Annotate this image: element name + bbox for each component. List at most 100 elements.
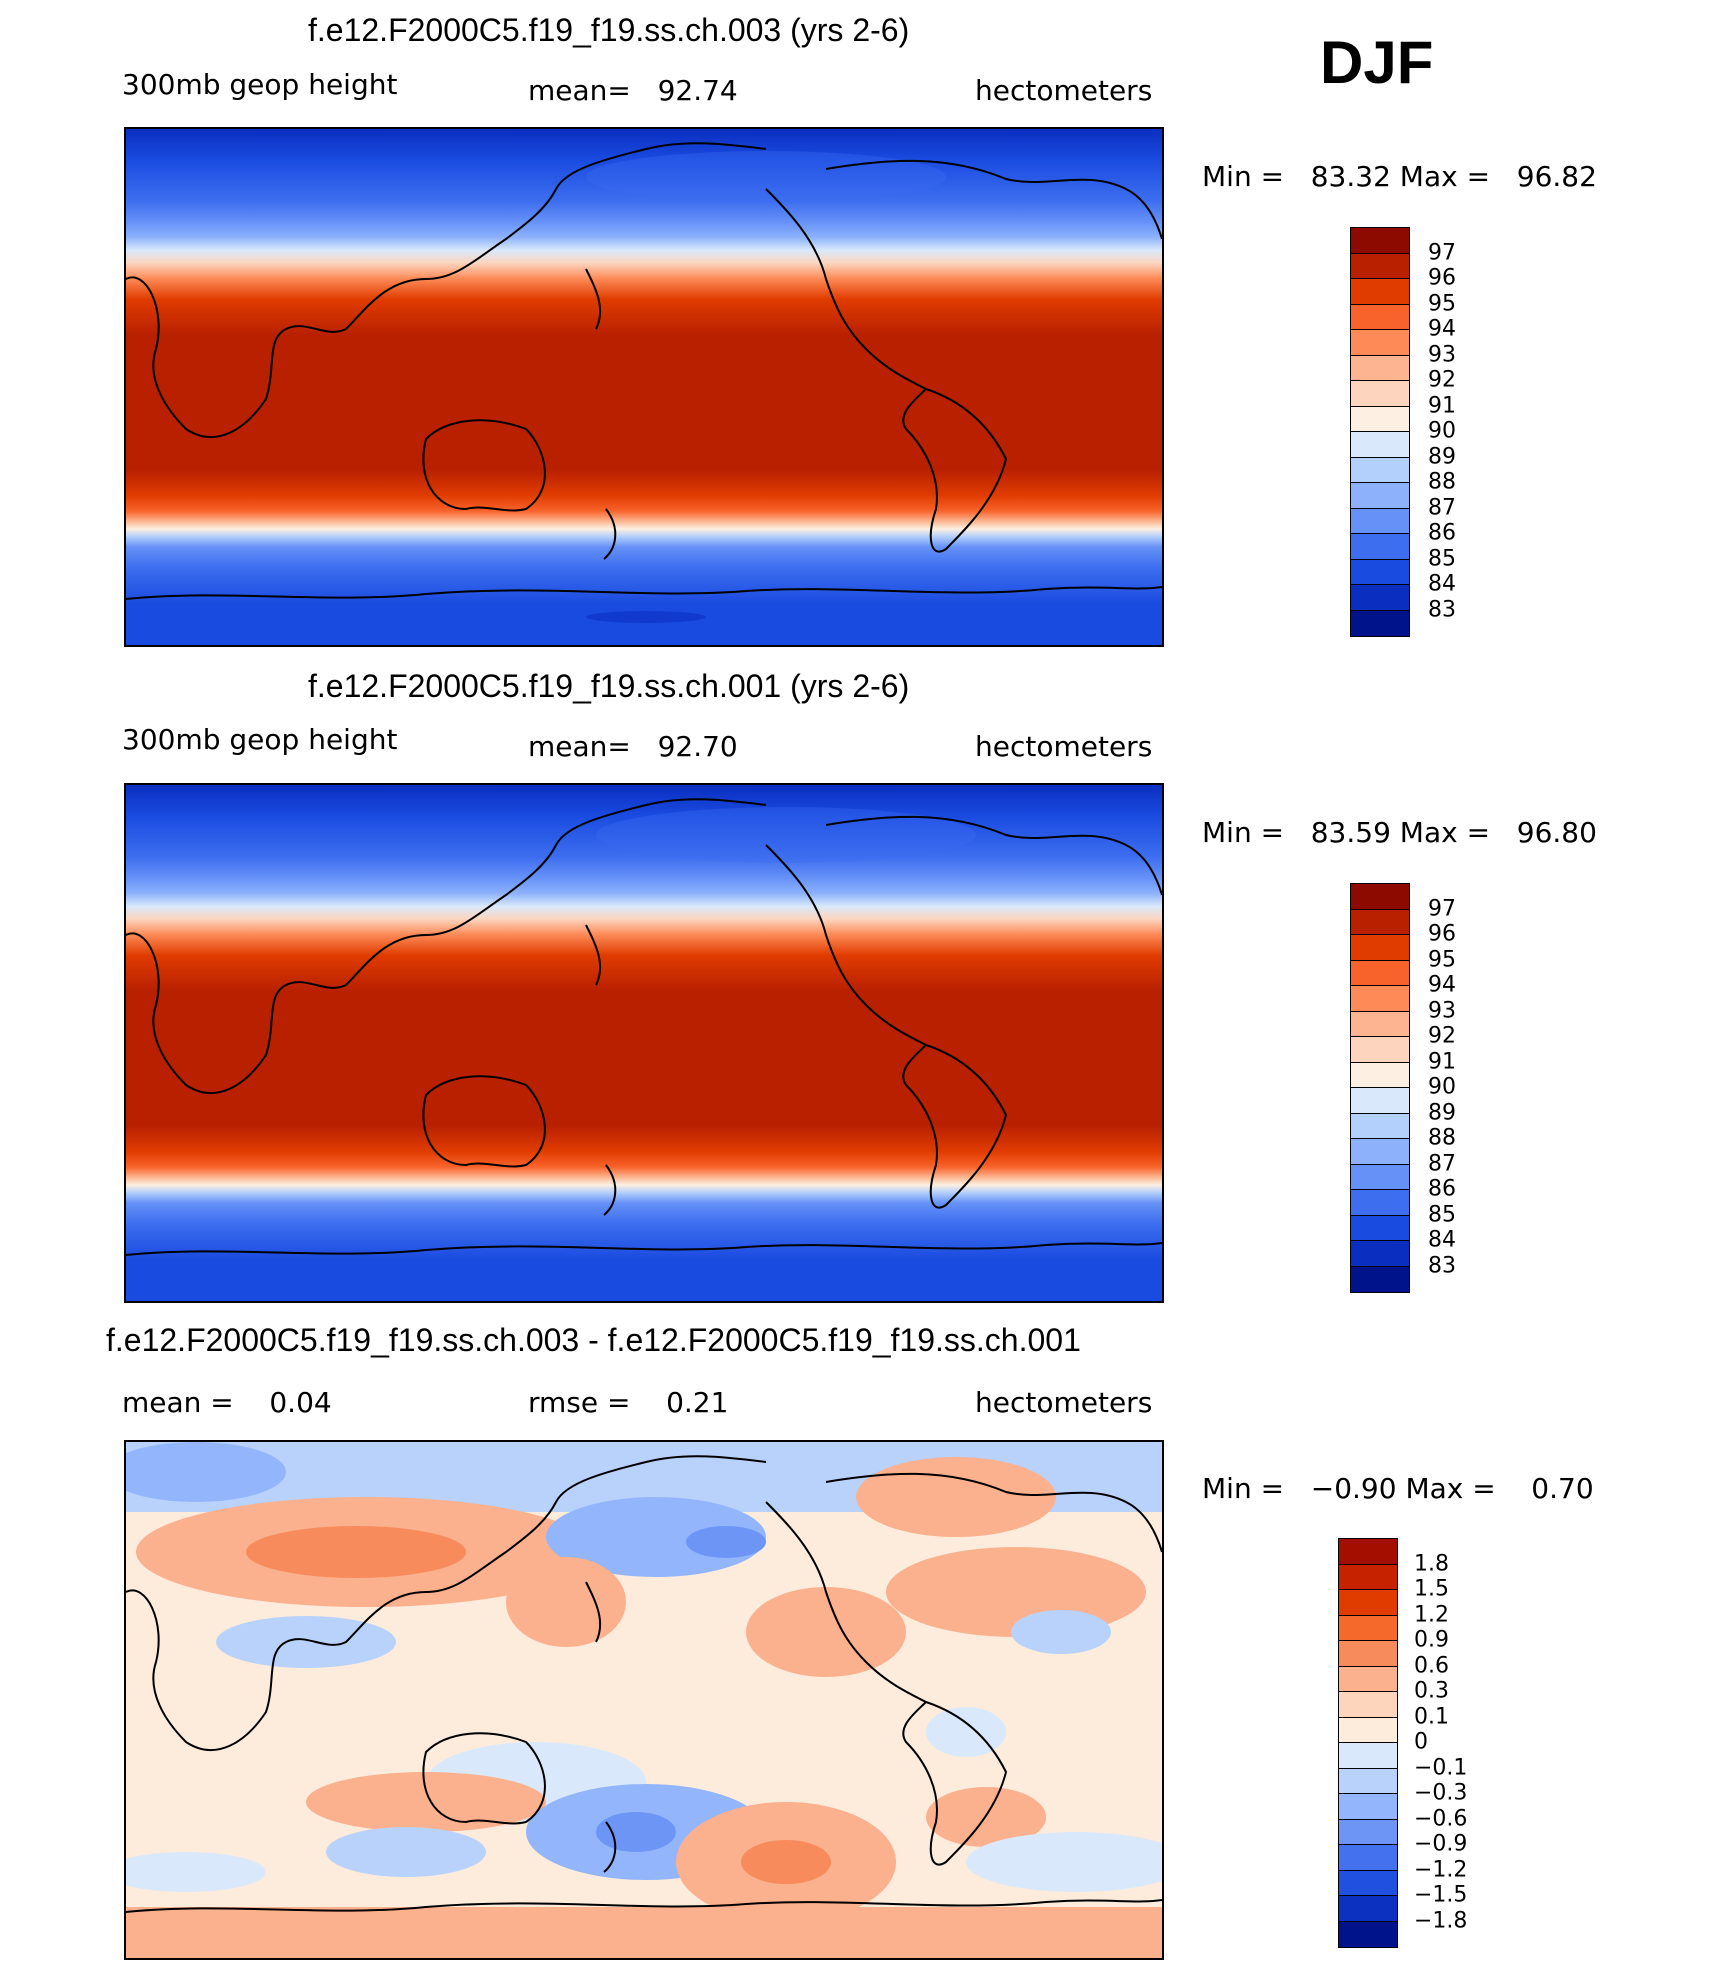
panel-2-minmax: Min = 83.59 Max = 96.80 — [1202, 816, 1597, 849]
panel-1-colorbar-box — [1351, 432, 1409, 458]
panel-2-colorbar-box — [1351, 1241, 1409, 1267]
panel-3-colorbar-box — [1339, 1717, 1397, 1743]
panel-3-mean-label: mean = 0.04 — [122, 1386, 332, 1419]
panel-2-colorbar-label: 85 — [1428, 1202, 1456, 1227]
panel-3-map — [124, 1440, 1164, 1960]
panel-1-colorbar-box — [1351, 559, 1409, 585]
panel-2-colorbar-box — [1351, 1139, 1409, 1165]
panel-2-colorbar-box — [1351, 1037, 1409, 1063]
panel-2-colorbar-label: 93 — [1428, 998, 1456, 1023]
panel-1-colorbar-box — [1351, 355, 1409, 381]
panel-1-colorbar-label: 95 — [1428, 291, 1456, 316]
panel-1-colorbar-box — [1351, 330, 1409, 356]
panel-1-map-svg — [126, 129, 1162, 645]
panel-3-colorbar-label: −0.3 — [1414, 1780, 1468, 1806]
panel-3-colorbar-label: −1.8 — [1414, 1908, 1468, 1933]
panel-1-colorbar-label: 84 — [1428, 571, 1456, 597]
panel-1-colorbar-label: 90 — [1428, 418, 1456, 444]
panel-3-colorbar-box — [1339, 1539, 1397, 1565]
panel-1-colorbar-label: 92 — [1428, 367, 1456, 393]
panel-3-minmax: Min = −0.90 Max = 0.70 — [1202, 1472, 1594, 1505]
panel-3-colorbar-label: 0.1 — [1414, 1704, 1449, 1729]
panel-3-colorbar-box — [1339, 1870, 1397, 1896]
panel-2-colorbar-label: 84 — [1428, 1227, 1456, 1253]
panel-2-colorbar-label: 95 — [1428, 947, 1456, 972]
panel-2-colorbar-label: 90 — [1428, 1074, 1456, 1100]
panel-2-title: f.e12.F2000C5.f19_f19.ss.ch.001 (yrs 2-6… — [308, 668, 910, 704]
panel-3-colorbar-label: −0.9 — [1414, 1831, 1468, 1857]
panel-2-colorbar-label: 97 — [1428, 896, 1456, 921]
panel-2-colorbar-label: 96 — [1428, 921, 1456, 947]
panel-2-colorbar-box — [1351, 1088, 1409, 1114]
panel-3-colorbar-box — [1339, 1819, 1397, 1845]
panel-2-colorbar-label: 86 — [1428, 1176, 1456, 1202]
panel-2-colorbar-box — [1351, 986, 1409, 1012]
panel-2-colorbar-box — [1351, 1062, 1409, 1088]
panel-3-colorbar-label: 0.9 — [1414, 1627, 1449, 1653]
panel-3-colorbar-box — [1339, 1615, 1397, 1641]
panel-1-coastlines — [126, 142, 1162, 600]
panel-2-map — [124, 783, 1164, 1303]
panel-2-colorbar-label: 91 — [1428, 1049, 1456, 1074]
panel-1-colorbar-box — [1351, 508, 1409, 534]
panel-3-colorbar-label: 1.5 — [1414, 1576, 1449, 1602]
season-label: DJF — [1320, 29, 1434, 96]
panel-2-colorbar-box — [1351, 1190, 1409, 1216]
panel-3-colorbar-box — [1339, 1666, 1397, 1692]
panel-1-map — [124, 127, 1164, 647]
panel-3-colorbar-box — [1339, 1564, 1397, 1590]
panel-2-colorbar-label: 87 — [1428, 1151, 1456, 1176]
panel-3-colorbar-box — [1339, 1743, 1397, 1769]
panel-1-colorbar-box — [1351, 304, 1409, 330]
panel-2-colorbar-box — [1351, 935, 1409, 961]
panel-2-colorbar-box — [1351, 1266, 1409, 1292]
panel-2-colorbar-label: 89 — [1428, 1100, 1456, 1125]
panel-2-colorbar-box — [1351, 960, 1409, 986]
panel-2-colorbar-label: 94 — [1428, 972, 1456, 998]
panel-1-colorbar-label: 97 — [1428, 240, 1456, 265]
panel-2-colorbar-label: 88 — [1428, 1125, 1456, 1151]
panel-3-colorbar-label: −0.1 — [1414, 1755, 1468, 1780]
panel-1-colorbar-box — [1351, 381, 1409, 407]
panel-1-minmax: Min = 83.32 Max = 96.82 — [1202, 160, 1597, 193]
panel-1-colorbar-box — [1351, 534, 1409, 560]
panel-3-colorbar-label: −1.2 — [1414, 1857, 1468, 1882]
panel-3-rmse-label: rmse = 0.21 — [528, 1386, 729, 1419]
panel-3-colorbar-box — [1339, 1641, 1397, 1667]
panel-3-colorbar-label: 0 — [1414, 1729, 1428, 1755]
panel-1-colorbar-box — [1351, 457, 1409, 483]
panel-3-colorbar-label: 1.2 — [1414, 1602, 1449, 1627]
panel-2-colorbar-box — [1351, 884, 1409, 910]
panel-2-colorbar-box — [1351, 1113, 1409, 1139]
panel-2-colorbar-box — [1351, 1164, 1409, 1190]
panel-3-colorbar-label: −1.5 — [1414, 1882, 1468, 1908]
panel-1-colorbar-box — [1351, 228, 1409, 254]
panel-1-colorbar-box — [1351, 610, 1409, 636]
panel-2-variable-label: 300mb geop height — [122, 723, 398, 756]
panel-3-colorbar-box — [1339, 1768, 1397, 1794]
panel-2-units-label: hectometers — [975, 730, 1153, 763]
panel-1-colorbar-box — [1351, 585, 1409, 611]
panel-1-colorbar-label: 93 — [1428, 342, 1456, 367]
panel-3-colorbar — [1338, 1538, 1398, 1948]
panel-1-colorbar-label: 88 — [1428, 469, 1456, 495]
panel-2-colorbar-label: 92 — [1428, 1023, 1456, 1049]
panel-3-colorbar-label: −0.6 — [1414, 1806, 1468, 1831]
panel-1-colorbar-label: 94 — [1428, 316, 1456, 342]
panel-1-variable-label: 300mb geop height — [122, 68, 398, 101]
panel-2-coastlines — [126, 798, 1162, 1256]
panel-1-colorbar-label: 85 — [1428, 546, 1456, 571]
panel-3-map-svg — [126, 1442, 1162, 1958]
panel-1-colorbar-label: 83 — [1428, 597, 1456, 622]
panel-3-coastlines — [126, 1455, 1162, 1913]
panel-1-mean-label: mean= 92.74 — [528, 74, 738, 107]
panel-2-colorbar-label: 83 — [1428, 1253, 1456, 1278]
panel-2-colorbar-box — [1351, 909, 1409, 935]
panel-3-units-label: hectometers — [975, 1386, 1153, 1419]
panel-1-units-label: hectometers — [975, 74, 1153, 107]
panel-1-colorbar-label: 87 — [1428, 495, 1456, 520]
panel-1-title: f.e12.F2000C5.f19_f19.ss.ch.003 (yrs 2-6… — [308, 12, 910, 48]
panel-3-colorbar-label: 0.3 — [1414, 1678, 1449, 1704]
panel-3-colorbar-box — [1339, 1692, 1397, 1718]
panel-1-colorbar — [1350, 227, 1410, 637]
